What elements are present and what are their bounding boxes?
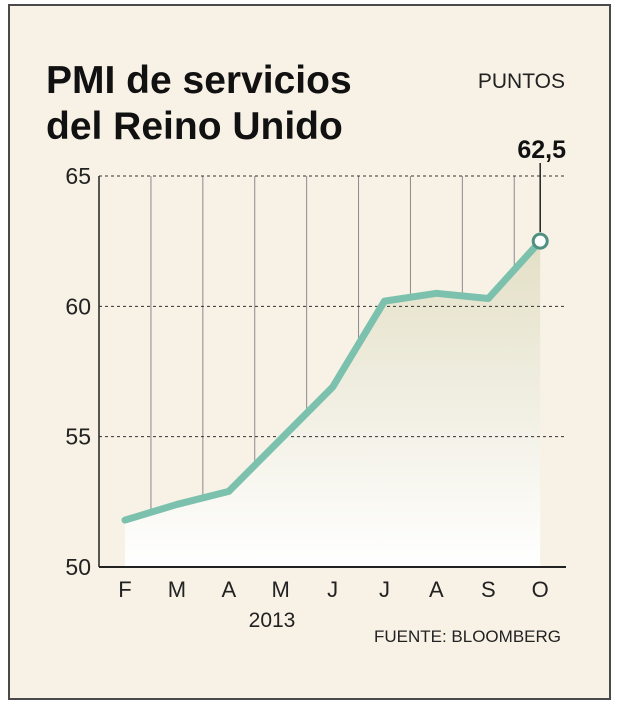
x-tick-label: A: [429, 577, 444, 602]
data-point: [225, 488, 232, 495]
x-tick-label: A: [221, 577, 236, 602]
y-tick-label: 55: [65, 424, 91, 450]
x-tick-label: M: [272, 577, 290, 602]
data-point: [122, 517, 129, 524]
units-label: PUNTOS: [477, 70, 565, 93]
x-tick-label: M: [168, 577, 186, 602]
y-tick-label: 60: [65, 293, 91, 319]
data-point: [329, 384, 336, 391]
x-tick-label: O: [532, 577, 549, 602]
x-tick-label: S: [481, 577, 496, 602]
data-point: [173, 501, 180, 508]
year-label: 2013: [249, 609, 296, 632]
highlight-point: [531, 232, 549, 250]
x-tick-label: J: [327, 577, 338, 602]
chart-title-line-2: del Reino Unido: [46, 105, 343, 148]
chart-title: PMI de servicios del Reino Unido: [46, 58, 352, 150]
data-point: [381, 298, 388, 305]
y-tick-label: 50: [65, 554, 91, 580]
data-point: [433, 290, 440, 297]
data-point: [277, 436, 284, 443]
source-note: FUENTE: BLOOMBERG: [373, 627, 561, 646]
highlight-value-label: 62,5: [517, 136, 566, 164]
chart-title-line-1: PMI de servicios: [46, 59, 352, 102]
series-line: [121, 237, 544, 524]
area-fill: [125, 241, 541, 567]
data-point: [485, 295, 492, 302]
x-tick-label: J: [379, 577, 390, 602]
y-tick-label: 65: [65, 163, 91, 189]
x-tick-label: F: [118, 577, 131, 602]
